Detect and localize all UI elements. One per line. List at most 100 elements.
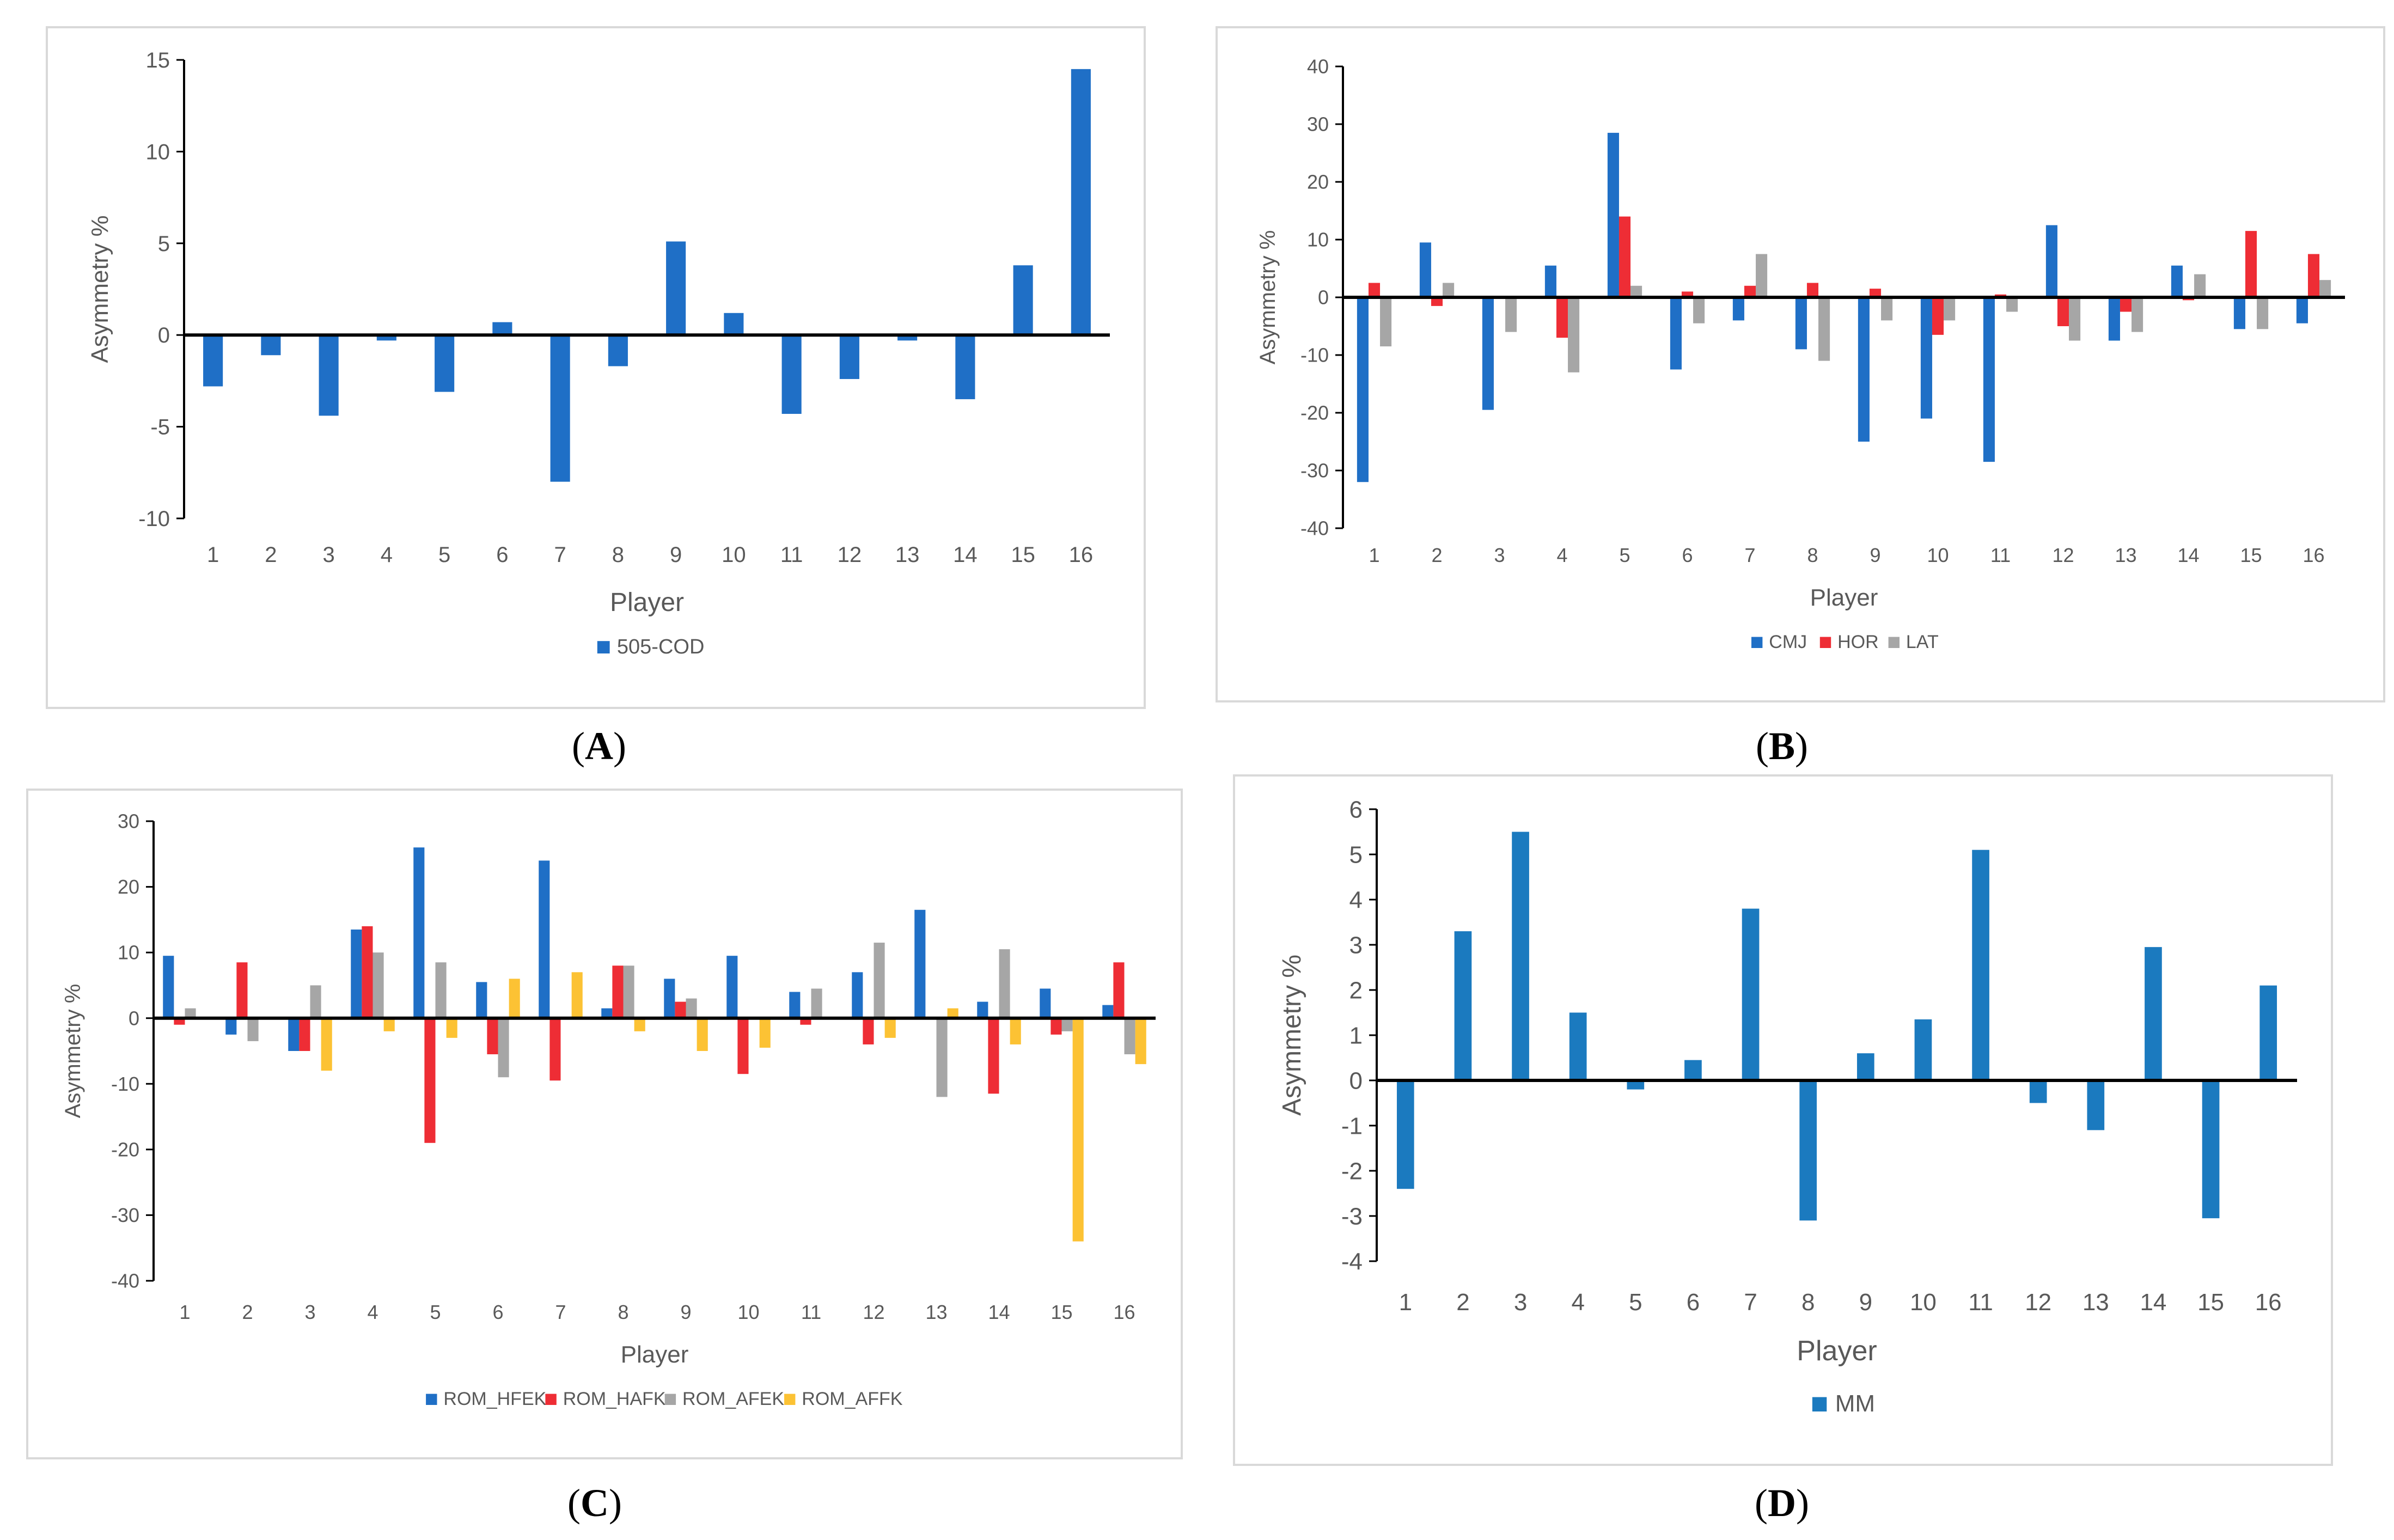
y-tick-label: -30 <box>1300 460 1329 482</box>
y-tick-label: -10 <box>111 1073 139 1095</box>
x-tick-label: 10 <box>722 543 746 567</box>
bar-cmj-player-2 <box>1419 242 1431 297</box>
legend-swatch <box>1888 637 1900 648</box>
bar-rom-hafk-player-6 <box>487 1018 498 1055</box>
bar-rom-hfek-player-12 <box>852 972 863 1018</box>
bar-rom-hafk-player-9 <box>675 1001 686 1018</box>
x-tick-label: 2 <box>1456 1289 1469 1316</box>
y-axis-label: Asymmetry % <box>1278 955 1306 1116</box>
x-tick-label: 12 <box>863 1301 884 1323</box>
bar-lat-player-7 <box>1756 254 1768 297</box>
y-tick-label: 0 <box>1349 1067 1363 1094</box>
x-tick-label: 3 <box>323 543 335 567</box>
x-tick-label: 6 <box>1687 1289 1700 1316</box>
x-tick-label: 16 <box>2255 1289 2282 1316</box>
bar-rom-hfek-player-6 <box>476 982 487 1018</box>
x-tick-label: 1 <box>1399 1289 1412 1316</box>
bar-rom-hafk-player-12 <box>863 1018 874 1044</box>
caption-c: (C) <box>567 1481 622 1525</box>
chart-panel-b: -40 -30 -20 -10 0 10 20 30 40 1 2 3 4 5 6 7 8 9 10 11 12 13 14… <box>1216 26 2385 702</box>
x-tick-label: 5 <box>430 1301 441 1323</box>
bar-rom-hafk-player-10 <box>737 1018 749 1074</box>
y-tick-label: 0 <box>129 1007 139 1029</box>
y-tick-label: -10 <box>138 507 170 531</box>
y-tick-label: 30 <box>1307 113 1329 136</box>
y-tick-label: 2 <box>1349 977 1363 1004</box>
legend-swatch <box>1751 637 1763 648</box>
legend-label: MM <box>1835 1390 1875 1417</box>
x-tick-label: 12 <box>2025 1289 2051 1316</box>
bar-lat-player-10 <box>1944 297 1956 321</box>
x-tick-label: 13 <box>925 1301 947 1323</box>
bar-mm-player-3 <box>1512 832 1529 1080</box>
bar-hor-player-7 <box>1744 285 1756 297</box>
y-tick-label: 30 <box>118 810 139 833</box>
caption-d: (D) <box>1755 1481 1809 1525</box>
bar-cmj-player-5 <box>1607 132 1619 297</box>
bar-rom-afek-player-2 <box>247 1018 259 1041</box>
bar-lat-player-3 <box>1505 297 1517 332</box>
legend-swatch <box>664 1394 676 1405</box>
bar-hor-player-15 <box>2245 231 2257 297</box>
bar-rom-hfek-player-1 <box>163 956 174 1018</box>
bar-cmj-player-14 <box>2171 265 2183 297</box>
bar-mm-player-10 <box>1914 1019 1932 1080</box>
y-tick-label: -3 <box>1341 1203 1363 1230</box>
bar-rom-hafk-player-8 <box>612 965 624 1018</box>
y-tick-label: -1 <box>1341 1113 1363 1139</box>
legend-label: 505-COD <box>617 635 705 658</box>
x-tick-label: 12 <box>2052 544 2074 566</box>
bar-rom-afek-player-6 <box>498 1018 509 1078</box>
bar-rom-hfek-player-13 <box>914 909 926 1018</box>
bar-rom-afek-player-14 <box>999 949 1010 1018</box>
bar-mm-player-9 <box>1856 1053 1874 1080</box>
bar-505-cod-player-8 <box>608 335 628 366</box>
y-tick-label: -2 <box>1341 1158 1363 1184</box>
x-tick-label: 15 <box>1011 543 1035 567</box>
bar-lat-player-14 <box>2194 274 2206 297</box>
bar-rom-affk-player-13 <box>947 1008 958 1018</box>
x-tick-label: 8 <box>1807 544 1818 566</box>
x-tick-label: 1 <box>179 1301 190 1323</box>
x-tick-label: 1 <box>1369 544 1379 566</box>
bar-lat-player-4 <box>1568 297 1580 372</box>
bar-rom-affk-player-16 <box>1135 1018 1146 1065</box>
bar-mm-player-14 <box>2145 947 2162 1080</box>
x-tick-label: 8 <box>1801 1289 1815 1316</box>
bar-mm-player-6 <box>1684 1060 1702 1080</box>
x-tick-label: 13 <box>2115 544 2136 566</box>
bar-cmj-player-13 <box>2108 297 2120 341</box>
x-tick-label: 2 <box>242 1301 253 1323</box>
legend-swatch <box>426 1394 437 1405</box>
bar-cmj-player-7 <box>1732 297 1744 321</box>
legend-swatch <box>784 1394 796 1405</box>
x-tick-label: 11 <box>780 543 803 567</box>
bar-rom-affk-player-15 <box>1072 1018 1084 1242</box>
legend-swatch <box>597 641 610 653</box>
bar-rom-afek-player-5 <box>435 962 447 1018</box>
bar-505-cod-player-11 <box>781 335 802 414</box>
chart-panel-c: -40 -30 -20 -10 0 10 20 30 1 2 3 4 5 6 7 8 9 10 11 12 13 14 15… <box>26 789 1183 1459</box>
legend-label: ROM_AFEK <box>682 1389 784 1409</box>
x-axis-label: Player <box>1810 584 1878 611</box>
bar-cmj-player-4 <box>1544 265 1556 297</box>
x-tick-label: 2 <box>265 543 277 567</box>
bar-505-cod-player-4 <box>376 335 396 341</box>
bar-hor-player-10 <box>1932 297 1944 335</box>
x-tick-label: 3 <box>304 1301 315 1323</box>
bar-cmj-player-10 <box>1920 297 1932 419</box>
bar-rom-affk-player-5 <box>446 1018 457 1038</box>
legend-swatch <box>1812 1397 1827 1411</box>
bar-lat-player-16 <box>2319 280 2331 297</box>
bar-rom-afek-player-4 <box>372 952 384 1018</box>
bar-hor-player-4 <box>1556 297 1568 338</box>
x-tick-label: 3 <box>1494 544 1505 566</box>
bar-mm-player-8 <box>1799 1080 1817 1221</box>
bar-mm-player-7 <box>1742 908 1760 1080</box>
bar-rom-afek-player-9 <box>686 998 697 1018</box>
bar-rom-affk-player-3 <box>321 1018 332 1071</box>
bar-rom-hfek-player-16 <box>1102 1005 1114 1018</box>
bar-mm-player-12 <box>2029 1080 2047 1103</box>
